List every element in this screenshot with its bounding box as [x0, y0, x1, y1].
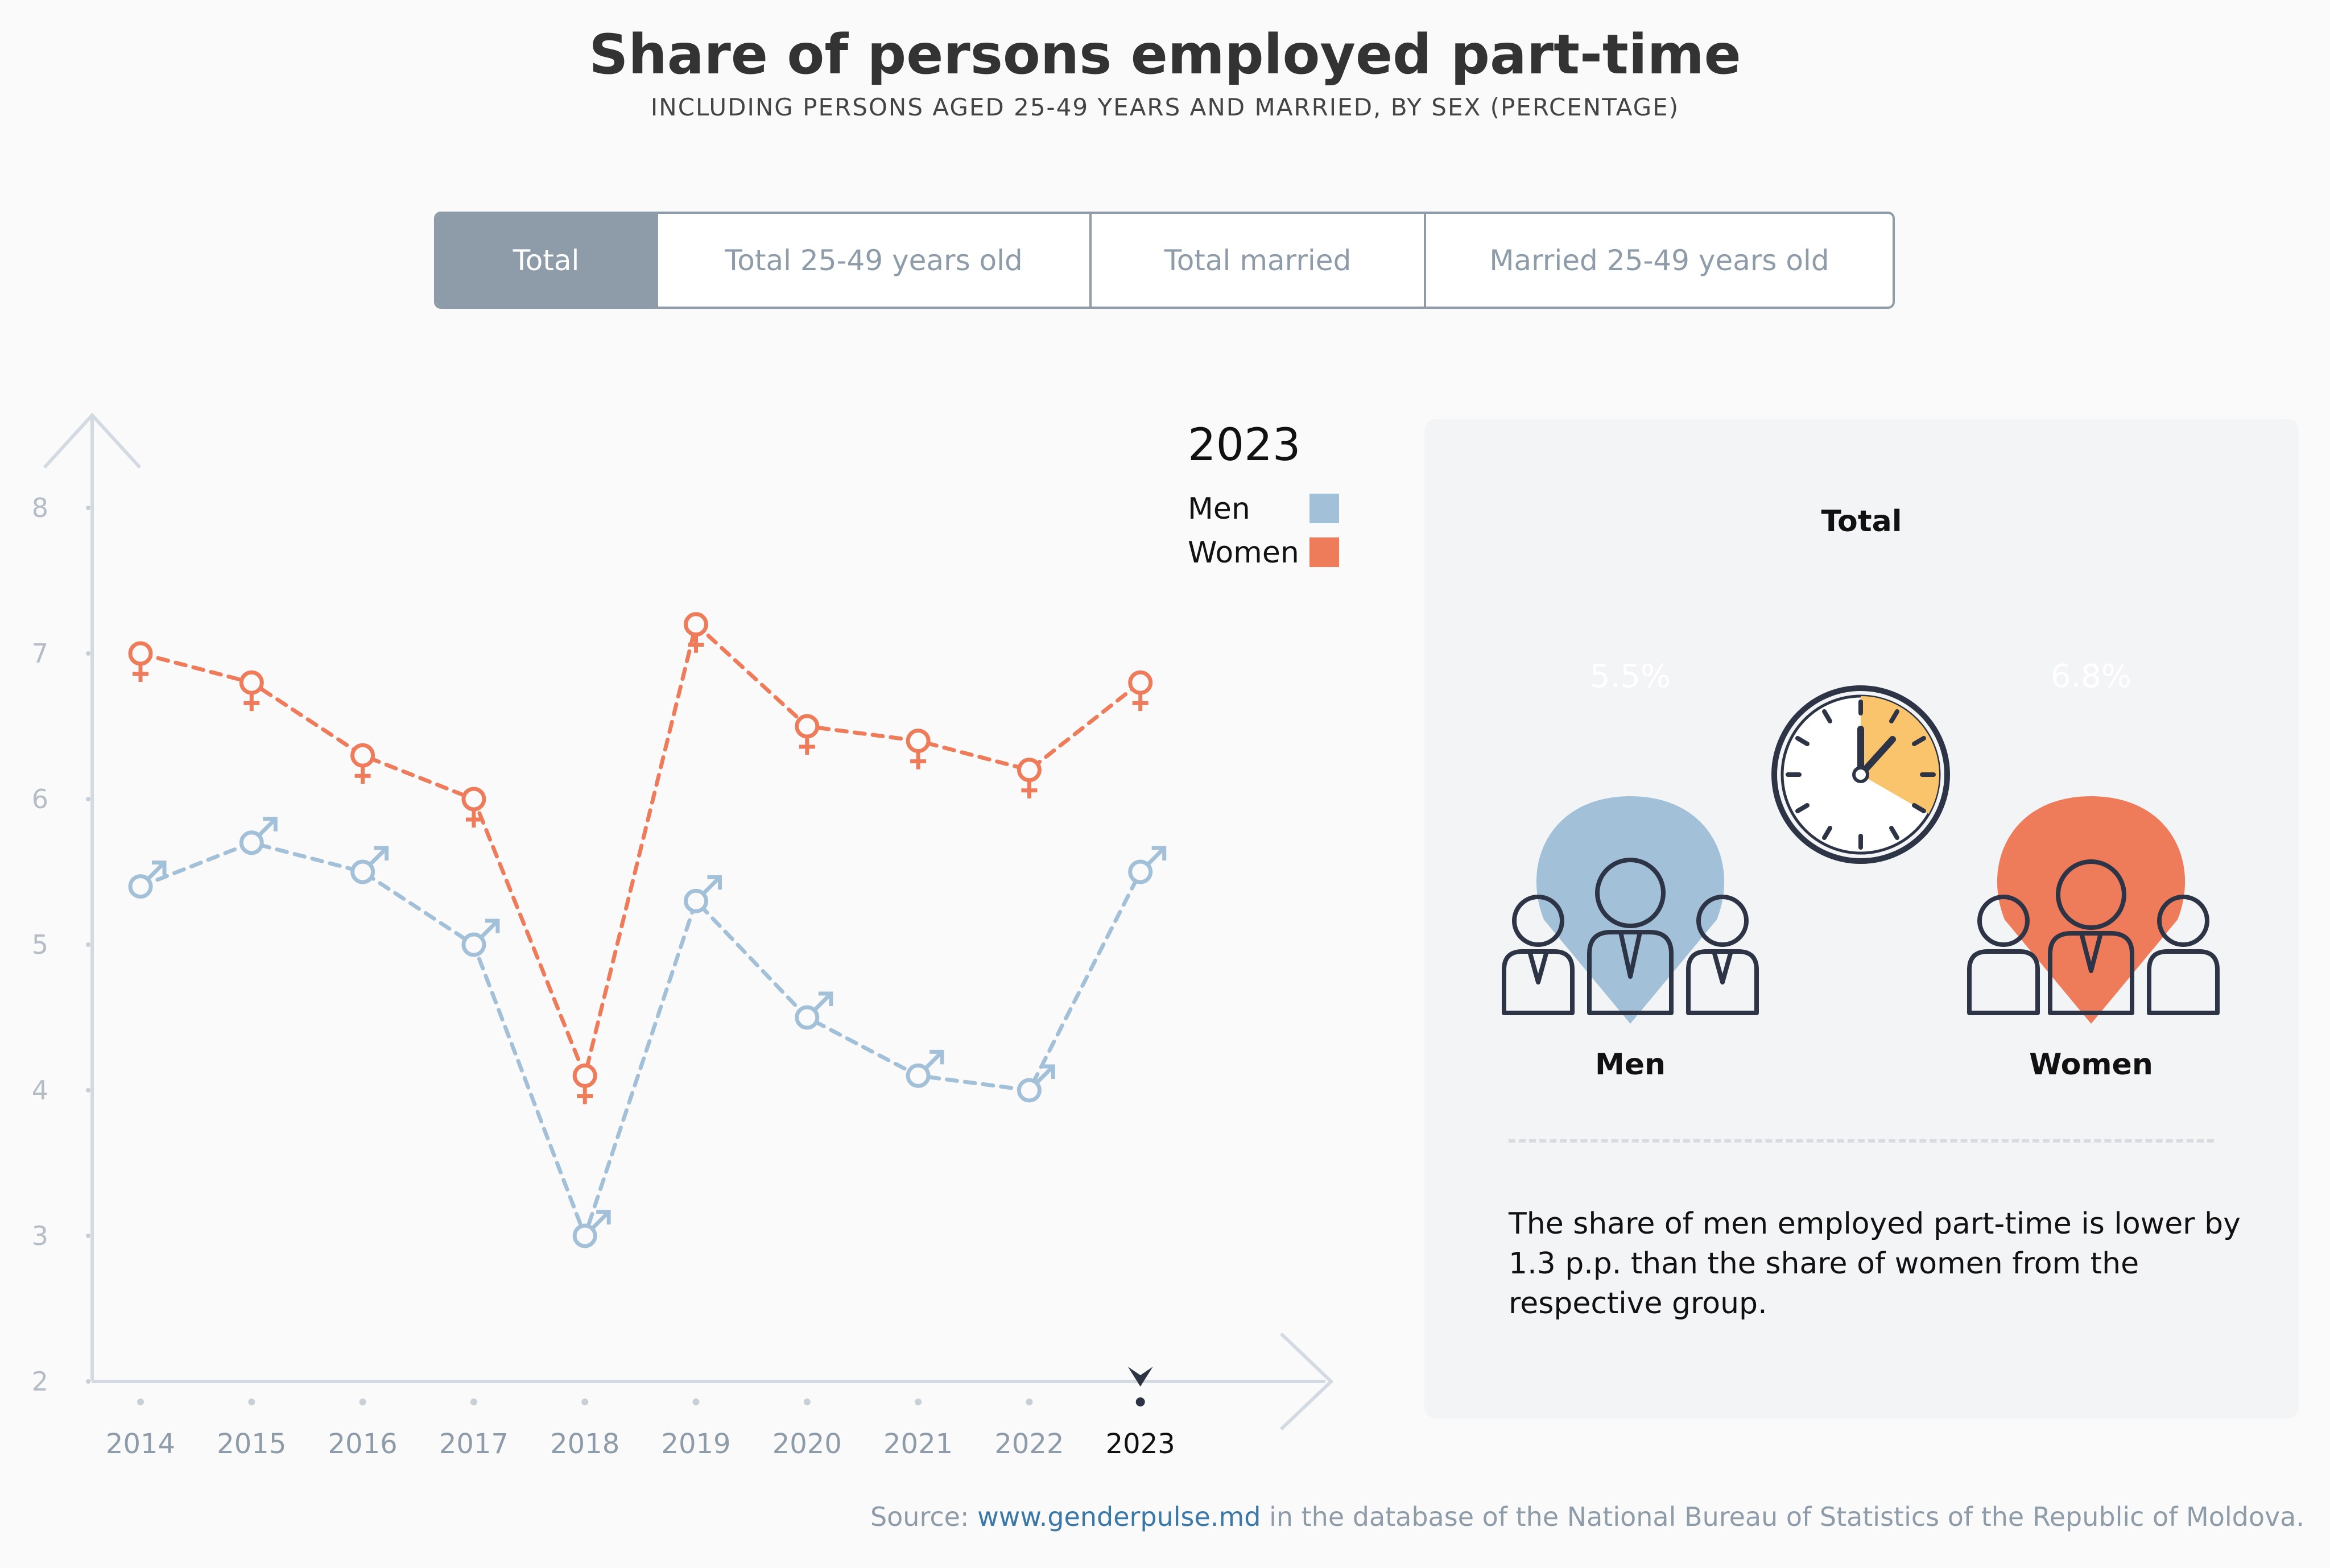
- male-symbol-point[interactable]: [1128, 846, 1167, 884]
- female-symbol-point[interactable]: [461, 787, 486, 828]
- female-symbol-point[interactable]: [128, 641, 153, 682]
- series-line-men: [138, 841, 1143, 1242]
- female-symbol-point[interactable]: [572, 1063, 597, 1104]
- female-symbol-point[interactable]: [795, 714, 820, 755]
- x-tick-mark: [803, 1399, 811, 1405]
- tab-married-25-49[interactable]: Married 25-49 years old: [1424, 214, 1893, 307]
- source-link[interactable]: www.genderpulse.md: [977, 1501, 1261, 1532]
- tab-bar: Total Total 25-49 years old Total marrie…: [434, 212, 1895, 309]
- x-tick-label: 2022: [994, 1428, 1064, 1460]
- x-axis-arrow: [1279, 1332, 1334, 1431]
- panel-graphics: [1502, 685, 2220, 1024]
- male-symbol-point[interactable]: [795, 991, 833, 1030]
- x-tick-mark: [137, 1399, 144, 1405]
- y-tick-mark: [86, 1379, 90, 1384]
- male-symbol-point[interactable]: [128, 860, 167, 899]
- y-tick-label: 3: [32, 1221, 48, 1251]
- female-symbol-point[interactable]: [684, 612, 708, 653]
- women-group-icon: [1967, 859, 2220, 1015]
- y-tick-mark: [86, 651, 90, 656]
- men-pin-icon: [1536, 796, 1725, 1024]
- legend-year: 2023: [1188, 420, 1301, 471]
- y-tick-label: 7: [32, 638, 48, 669]
- panel-divider: [1509, 1139, 2214, 1143]
- x-tick-label: 2019: [661, 1428, 730, 1460]
- tab-total[interactable]: Total: [436, 214, 656, 307]
- men-share-value: 5.5%: [1589, 658, 1671, 695]
- x-tick-mark: [581, 1399, 589, 1405]
- y-tick-label: 4: [32, 1075, 48, 1106]
- y-tick-label: 8: [32, 493, 48, 523]
- y-tick-mark: [86, 1234, 90, 1238]
- tab-total-married[interactable]: Total married: [1089, 214, 1424, 307]
- female-symbol-point[interactable]: [350, 743, 375, 784]
- x-tick-label: 2017: [439, 1428, 509, 1460]
- legend-men-label: Men: [1188, 492, 1250, 526]
- women-pin-icon: [1997, 796, 2186, 1024]
- x-tick-mark: [1135, 1397, 1145, 1406]
- selected-year-marker-icon: [1127, 1367, 1153, 1387]
- male-symbol-point[interactable]: [350, 846, 389, 884]
- men-group-icon: [1502, 858, 1759, 1015]
- x-tick-mark: [692, 1399, 700, 1405]
- legend-men-swatch: [1309, 494, 1339, 523]
- y-tick-mark: [86, 942, 90, 947]
- line-chart: 2 3 4 5 6 7 8 2014 2015 2016 2017 2018 2019 2020 2021 2…: [0, 398, 1365, 1479]
- y-tick-mark: [86, 506, 90, 510]
- y-tick-mark: [86, 1088, 90, 1093]
- x-tick-label: 2015: [217, 1428, 286, 1460]
- male-symbol-point[interactable]: [461, 919, 500, 957]
- series-line-women: [138, 620, 1143, 1082]
- x-tick-label: 2016: [328, 1428, 398, 1460]
- y-tick-label: 6: [32, 784, 48, 814]
- x-tick-label: 2023: [1106, 1428, 1175, 1460]
- male-symbol-point[interactable]: [1017, 1064, 1055, 1103]
- x-tick-label: 2020: [772, 1428, 842, 1460]
- clock-icon: [1771, 685, 1950, 864]
- legend-women-swatch: [1309, 537, 1339, 567]
- x-tick-label: 2014: [106, 1428, 175, 1460]
- women-share-value: 6.8%: [2050, 658, 2132, 695]
- y-tick-label: 2: [32, 1366, 48, 1397]
- panel-women-label: Women: [2029, 1048, 2153, 1082]
- chart-subtitle: INCLUDING PERSONS AGED 25-49 YEARS AND M…: [650, 93, 1680, 121]
- panel-title: Total: [1821, 504, 1902, 539]
- x-tick-label: 2021: [883, 1428, 953, 1460]
- male-symbol-point[interactable]: [572, 1210, 611, 1248]
- chart-title: Share of persons employed part-time: [589, 23, 1741, 86]
- source-note: Source: www.genderpulse.md in the databa…: [870, 1501, 2304, 1532]
- y-tick-mark: [86, 797, 90, 801]
- x-tick-mark: [359, 1399, 366, 1405]
- x-tick-mark: [1026, 1399, 1033, 1405]
- female-symbol-point[interactable]: [1128, 670, 1153, 711]
- y-tick-label: 5: [32, 929, 48, 960]
- x-tick-mark: [915, 1399, 922, 1405]
- female-symbol-point[interactable]: [906, 729, 931, 769]
- female-symbol-point[interactable]: [1017, 758, 1042, 799]
- female-symbol-point[interactable]: [239, 670, 264, 711]
- male-symbol-point[interactable]: [239, 817, 278, 855]
- panel-men-label: Men: [1594, 1048, 1666, 1082]
- source-prefix: Source:: [870, 1501, 978, 1532]
- male-symbol-point[interactable]: [906, 1049, 944, 1088]
- legend-women: Women: [1188, 536, 1299, 570]
- legend-women-label: Women: [1188, 536, 1299, 570]
- chart-svg: 2 3 4 5 6 7 8 2014 2015 2016 2017 2018 2019 2020 2021 2…: [32, 412, 1334, 1460]
- tab-total-25-49[interactable]: Total 25-49 years old: [656, 214, 1089, 307]
- male-symbol-point[interactable]: [684, 875, 722, 913]
- x-tick-mark: [248, 1399, 255, 1405]
- legend-men: Men: [1188, 492, 1250, 526]
- source-suffix: in the database of the National Bureau o…: [1261, 1501, 2304, 1532]
- x-tick-label: 2018: [550, 1428, 619, 1460]
- y-axis-arrow: [43, 412, 142, 469]
- x-tick-mark: [470, 1399, 477, 1405]
- panel-note: The share of men employed part-time is l…: [1509, 1207, 2241, 1321]
- summary-panel: Total: [1424, 419, 2299, 1418]
